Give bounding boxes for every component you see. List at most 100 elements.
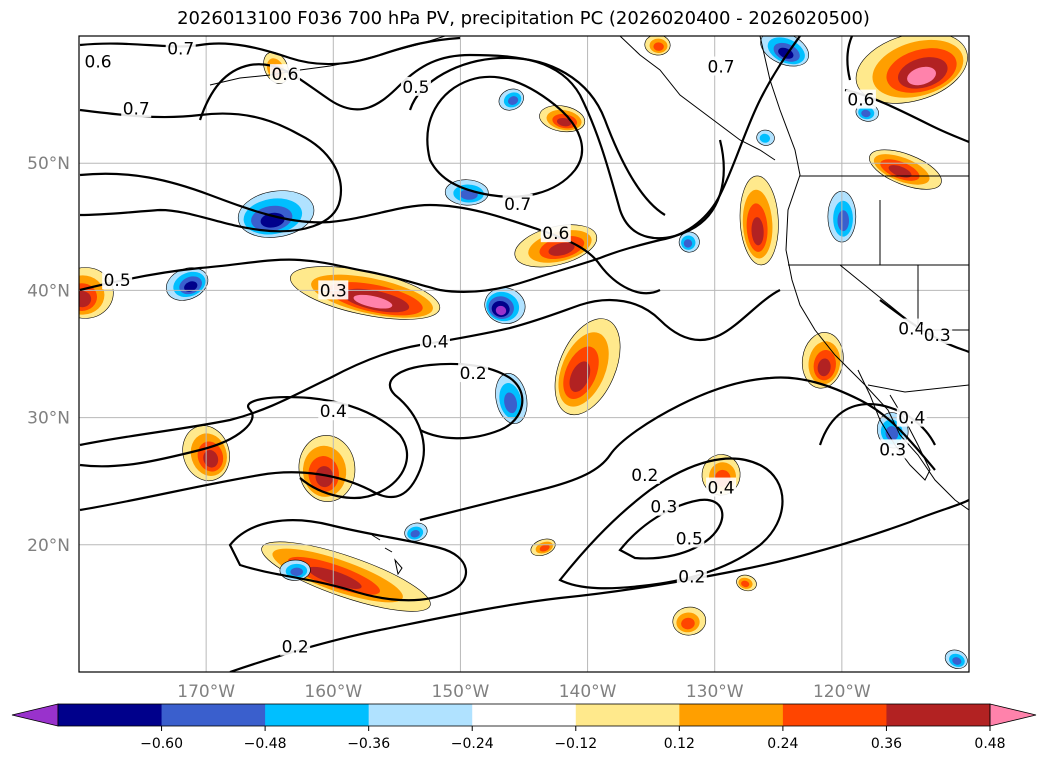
precip-region-positive <box>736 574 757 592</box>
hawaii-islands <box>371 534 403 576</box>
precip-level-fill <box>410 530 420 538</box>
precip-level-fill <box>817 358 831 377</box>
contour-label-bg <box>896 318 927 338</box>
map-title: 2026013100 F036 700 hPa PV, precipitatio… <box>177 8 870 29</box>
contour-label-bg <box>318 401 349 421</box>
precip-level-fill <box>539 544 550 552</box>
contour-label-bg <box>400 76 431 96</box>
contour-line <box>79 362 524 512</box>
precip-region-positive <box>298 435 356 502</box>
contour-label: 0.6 <box>542 224 569 244</box>
colorbar-tick-label: 0.12 <box>664 736 695 752</box>
baja-california-coast <box>857 369 931 481</box>
colorbar-segment <box>886 704 991 726</box>
lon-tick-label: 150°W <box>432 682 490 702</box>
precip-level-fill <box>653 42 664 51</box>
precip-region-positive <box>79 267 114 319</box>
contour-label-bg <box>845 89 876 109</box>
colorbar-segment <box>368 704 473 726</box>
contour-label: 0.4 <box>898 409 925 429</box>
contour-label-bg <box>706 477 737 497</box>
contour-line <box>419 376 936 522</box>
precip-level-fill <box>79 291 92 308</box>
lat-tick-label: 30°N <box>27 409 70 429</box>
precip-level-fill <box>861 109 871 118</box>
contour-label: 0.4 <box>421 332 448 352</box>
contour-label-bg <box>540 223 571 243</box>
contour-line <box>228 519 468 602</box>
precip-level-fill <box>184 281 198 292</box>
contour-label-bg <box>420 331 450 351</box>
colorbar-tick-label: −0.24 <box>451 736 494 752</box>
state-borders <box>788 200 969 331</box>
contour-line <box>79 396 409 500</box>
precip-region-negative <box>678 231 700 253</box>
contour-line <box>79 36 801 294</box>
contour-label-bg <box>502 193 533 213</box>
contour-label-bg <box>83 51 114 71</box>
colorbar: −0.60 −0.48 −0.36 −0.24 −0.12 0.12 0.24 0.36 0.4… <box>11 703 1037 752</box>
precip-level-fill <box>751 217 764 246</box>
contour-line <box>79 108 343 233</box>
contour-label: 0.2 <box>631 466 658 486</box>
precip-level-fill <box>888 165 912 178</box>
precip-level-fill <box>290 567 303 577</box>
lat-tick-label: 20°N <box>27 536 70 556</box>
contour-label: 0.7 <box>167 40 194 60</box>
precip-region-negative <box>756 129 775 146</box>
precip-level-fill <box>495 305 507 316</box>
contour-label: 0.2 <box>678 568 705 588</box>
colorbar-tick-label: 0.36 <box>871 736 902 752</box>
precip-level-fill <box>315 466 334 488</box>
contour-label: 0.3 <box>320 281 347 301</box>
precip-region-positive <box>855 36 968 104</box>
contour-line <box>79 172 661 295</box>
colorbar-segment <box>265 704 370 726</box>
contour-label: 0.4 <box>898 320 925 340</box>
contour-label-bg <box>877 439 908 459</box>
contour-label-bg <box>102 270 133 290</box>
lat-tick-label: 40°N <box>27 281 70 301</box>
colorbar-extend-min <box>11 703 59 727</box>
contour-label-bg <box>676 566 707 586</box>
contour-line <box>408 56 666 216</box>
precip-level-fill <box>504 392 518 414</box>
precip-region-positive <box>514 224 598 268</box>
colorbar-frame <box>57 703 991 727</box>
contour-label-bg <box>648 496 679 516</box>
lon-tick-label: 140°W <box>559 682 617 702</box>
colorbar-tick-label: 0.48 <box>974 736 1005 752</box>
contour-label: 0.7 <box>708 58 735 78</box>
contour-label: 0.6 <box>271 65 298 85</box>
contour-label: 0.4 <box>708 479 735 499</box>
contour-label-bg <box>121 98 152 118</box>
colorbar-segment <box>472 704 577 726</box>
precip-level-fill <box>885 426 899 441</box>
precip-level-fill <box>203 450 219 468</box>
contour-line <box>558 457 784 590</box>
contour-label: 0.2 <box>460 364 487 384</box>
contour-line <box>618 498 724 560</box>
contour-label: 0.6 <box>847 91 874 111</box>
contour-label: 0.7 <box>504 195 531 215</box>
axis-labels: 170°W 160°W 150°W 140°W 130°W 120°W 20°N 30°N 40… <box>27 154 871 702</box>
north-america-coastline <box>759 36 969 511</box>
precip-region-positive <box>672 606 707 636</box>
colorbar-segment <box>161 704 266 726</box>
map-frame <box>78 35 970 673</box>
colorbar-tick-label: −0.48 <box>244 736 287 752</box>
precip-level-fill <box>353 294 393 309</box>
contour-label-bg <box>165 38 196 58</box>
contour-label-bg <box>269 64 300 84</box>
contour-line <box>426 75 584 198</box>
precip-region-negative <box>760 36 809 67</box>
lon-tick-label: 130°W <box>686 682 744 702</box>
colorbar-extend-max <box>989 703 1037 727</box>
contour-label-bg <box>896 407 927 427</box>
contour-label: 0.6 <box>85 52 112 72</box>
contour-label-bg <box>922 324 953 344</box>
colorbar-segment <box>782 704 887 726</box>
map-area: 0.70.60.50.70.70.60.60.70.60.50.30.40.20… <box>78 35 970 673</box>
contour-label: 0.5 <box>104 271 131 291</box>
